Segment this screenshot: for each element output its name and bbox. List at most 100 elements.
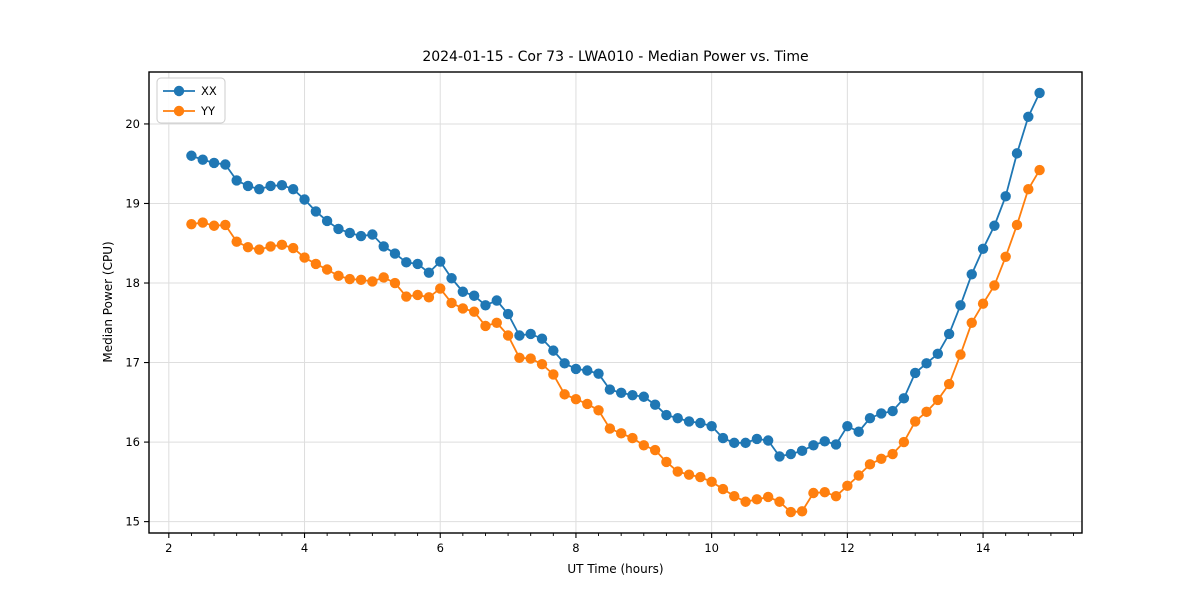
series-line-xx: [191, 92, 1041, 458]
data-point-yy: [186, 218, 197, 230]
data-point-yy: [548, 369, 559, 380]
data-point-xx: [989, 220, 1000, 231]
data-point-xx: [876, 408, 887, 419]
data-point-yy: [525, 353, 536, 364]
data-point-yy: [695, 471, 706, 483]
data-point-xx: [887, 405, 898, 417]
data-point-yy: [389, 277, 401, 289]
data-point-xx: [593, 368, 604, 379]
data-point-xx: [785, 448, 797, 460]
data-point-xx: [446, 273, 457, 284]
data-point-yy: [344, 273, 355, 285]
data-point-yy: [729, 490, 740, 502]
data-point-yy: [1000, 251, 1011, 262]
data-point-yy: [842, 480, 853, 492]
data-point-xx: [491, 295, 502, 306]
data-point-yy: [683, 469, 695, 480]
data-point-xx: [638, 391, 649, 402]
data-point-xx: [435, 256, 446, 267]
data-point-xx: [514, 330, 525, 341]
data-point-xx: [977, 243, 989, 255]
data-point-yy: [287, 242, 299, 254]
data-point-yy: [1023, 183, 1034, 195]
data-point-yy: [220, 219, 231, 231]
data-point-yy: [740, 496, 751, 507]
y-tick-label: 18: [125, 276, 140, 290]
y-tick-label: 16: [125, 435, 140, 449]
data-point-xx: [830, 439, 842, 450]
data-point-yy: [355, 274, 367, 286]
data-point-xx: [672, 413, 683, 424]
data-point-xx: [966, 269, 977, 280]
plot-border: [148, 71, 1083, 534]
data-point-yy: [796, 506, 808, 517]
data-point-yy: [480, 320, 491, 332]
data-point-yy: [536, 358, 548, 370]
data-point-yy: [254, 244, 265, 255]
x-tick-label: 8: [572, 541, 579, 555]
data-point-xx: [468, 290, 480, 301]
data-point-xx: [321, 215, 333, 227]
data-point-xx: [310, 206, 322, 217]
data-point-xx: [1034, 87, 1045, 99]
data-point-xx: [683, 416, 695, 427]
data-point-yy: [604, 423, 616, 434]
data-point-xx: [197, 154, 208, 165]
data-point-xx: [559, 358, 570, 369]
data-point-xx: [287, 183, 299, 195]
data-point-yy: [774, 496, 785, 507]
data-point-yy: [921, 406, 932, 418]
data-point-xx: [853, 426, 864, 437]
data-point-xx: [254, 183, 265, 195]
y-tick-label: 15: [125, 515, 140, 529]
data-point-yy: [299, 252, 310, 263]
data-point-xx: [548, 345, 559, 356]
data-point-xx: [242, 180, 254, 192]
data-point-xx: [355, 230, 367, 242]
data-point-xx: [401, 257, 412, 268]
data-point-xx: [661, 409, 672, 421]
data-point-xx: [762, 435, 774, 446]
data-point-yy: [412, 289, 423, 301]
data-point-xx: [389, 248, 401, 259]
data-point-yy: [762, 491, 774, 503]
data-point-xx: [808, 440, 819, 451]
data-point-xx: [932, 348, 944, 360]
data-point-xx: [299, 194, 310, 205]
data-point-xx: [457, 286, 469, 297]
data-point-xx: [502, 308, 514, 320]
legend-marker: [173, 105, 185, 117]
x-tick-label: 10: [704, 541, 719, 555]
data-point-xx: [864, 413, 876, 424]
data-point-yy: [706, 476, 717, 488]
data-point-yy: [717, 483, 729, 495]
x-tick-label: 14: [976, 541, 991, 555]
data-point-xx: [220, 159, 231, 170]
data-point-yy: [559, 389, 570, 400]
data-point-xx: [536, 333, 548, 344]
legend-label: YY: [200, 104, 216, 118]
data-point-xx: [842, 420, 853, 432]
data-point-yy: [423, 292, 435, 303]
data-point-yy: [966, 317, 977, 328]
data-point-yy: [502, 330, 514, 341]
x-tick-label: 6: [437, 541, 444, 555]
data-point-xx: [717, 432, 729, 444]
data-point-xx: [208, 157, 220, 169]
data-point-xx: [570, 363, 582, 375]
x-tick-label: 4: [301, 541, 308, 555]
data-point-xx: [910, 367, 921, 379]
data-point-yy: [853, 470, 864, 481]
data-point-yy: [1034, 164, 1045, 176]
data-point-yy: [242, 242, 254, 253]
data-point-xx: [276, 179, 288, 191]
data-point-xx: [729, 437, 740, 449]
y-axis-label: Median Power (CPU): [101, 241, 115, 363]
data-point-yy: [785, 506, 797, 518]
data-point-xx: [955, 300, 966, 311]
data-point-xx: [344, 227, 355, 239]
data-point-yy: [321, 264, 333, 275]
data-point-yy: [672, 466, 683, 477]
